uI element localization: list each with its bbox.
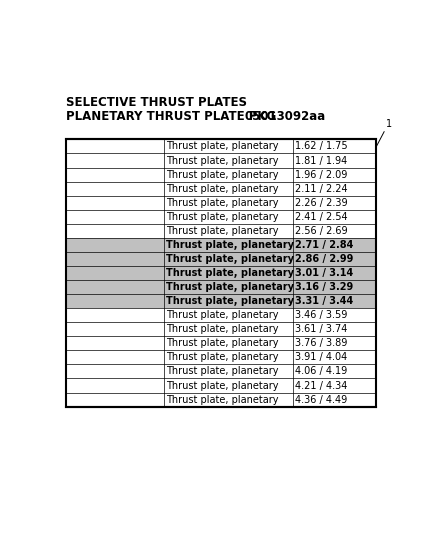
Text: Thrust plate, planetary: Thrust plate, planetary <box>166 212 278 222</box>
Text: 4.21 / 4.34: 4.21 / 4.34 <box>295 381 347 391</box>
Text: 1.81 / 1.94: 1.81 / 1.94 <box>295 156 347 166</box>
Text: Thrust plate, planetary: Thrust plate, planetary <box>166 310 278 320</box>
Text: Thrust plate, planetary: Thrust plate, planetary <box>166 282 293 292</box>
Text: 3.61 / 3.74: 3.61 / 3.74 <box>295 324 347 334</box>
Text: Thrust plate, planetary: Thrust plate, planetary <box>166 198 278 208</box>
Text: 2.86 / 2.99: 2.86 / 2.99 <box>295 254 353 264</box>
Text: Thrust plate, planetary: Thrust plate, planetary <box>166 156 278 166</box>
Text: Thrust plate, planetary: Thrust plate, planetary <box>166 296 293 306</box>
Text: 4.06 / 4.19: 4.06 / 4.19 <box>295 367 347 376</box>
Text: 05013092aa: 05013092aa <box>245 110 326 123</box>
Bar <box>67 280 376 294</box>
Text: 3.16 / 3.29: 3.16 / 3.29 <box>295 282 353 292</box>
Text: 3.46 / 3.59: 3.46 / 3.59 <box>295 310 347 320</box>
Text: 4.36 / 4.49: 4.36 / 4.49 <box>295 394 347 405</box>
Bar <box>67 252 376 266</box>
Text: Thrust plate, planetary: Thrust plate, planetary <box>166 338 278 349</box>
Text: Thrust plate, planetary: Thrust plate, planetary <box>166 254 293 264</box>
Text: 3.31 / 3.44: 3.31 / 3.44 <box>295 296 353 306</box>
Bar <box>67 294 376 308</box>
Text: 2.56 / 2.69: 2.56 / 2.69 <box>295 226 348 236</box>
Text: 3.01 / 3.14: 3.01 / 3.14 <box>295 268 353 278</box>
Text: Thrust plate, planetary: Thrust plate, planetary <box>166 268 293 278</box>
Text: Thrust plate, planetary: Thrust plate, planetary <box>166 226 278 236</box>
Text: 2.26 / 2.39: 2.26 / 2.39 <box>295 198 348 208</box>
Text: Thrust plate, planetary: Thrust plate, planetary <box>166 169 278 180</box>
Bar <box>67 238 376 252</box>
Bar <box>67 266 376 280</box>
Text: Thrust plate, planetary: Thrust plate, planetary <box>166 141 278 151</box>
Text: Thrust plate, planetary: Thrust plate, planetary <box>166 394 278 405</box>
Text: 3.76 / 3.89: 3.76 / 3.89 <box>295 338 347 349</box>
Text: 1: 1 <box>386 119 392 128</box>
Text: Thrust plate, planetary: Thrust plate, planetary <box>166 367 278 376</box>
Text: Thrust plate, planetary: Thrust plate, planetary <box>166 352 278 362</box>
Text: SELECTIVE THRUST PLATES: SELECTIVE THRUST PLATES <box>67 96 247 109</box>
Text: Thrust plate, planetary: Thrust plate, planetary <box>166 240 293 250</box>
Text: 2.41 / 2.54: 2.41 / 2.54 <box>295 212 348 222</box>
Text: 1.96 / 2.09: 1.96 / 2.09 <box>295 169 347 180</box>
Text: 1.62 / 1.75: 1.62 / 1.75 <box>295 141 348 151</box>
Text: 2.11 / 2.24: 2.11 / 2.24 <box>295 184 348 193</box>
Text: 3.91 / 4.04: 3.91 / 4.04 <box>295 352 347 362</box>
Text: Thrust plate, planetary: Thrust plate, planetary <box>166 184 278 193</box>
Text: Thrust plate, planetary: Thrust plate, planetary <box>166 381 278 391</box>
Text: Thrust plate, planetary: Thrust plate, planetary <box>166 324 278 334</box>
Text: PLANETARY THRUST PLATE PKG: PLANETARY THRUST PLATE PKG <box>67 110 277 123</box>
Text: 2.71 / 2.84: 2.71 / 2.84 <box>295 240 353 250</box>
